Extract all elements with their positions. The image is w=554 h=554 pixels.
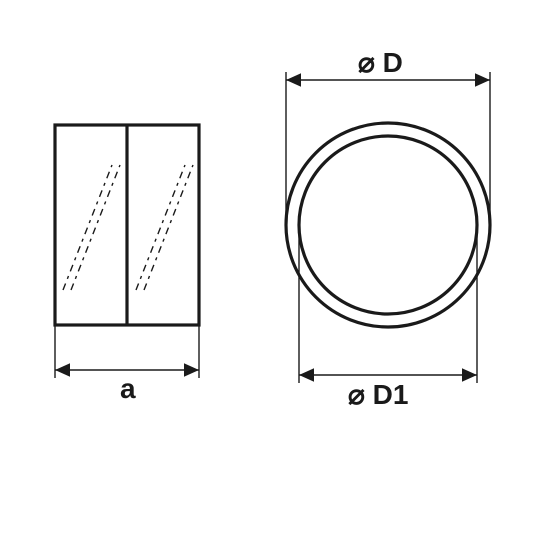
tech-drawing: { "figure":{ "type":"diagram", "stroke_c… <box>0 0 554 554</box>
dim-label-D1: ⌀ D1 <box>348 379 408 410</box>
dim-label-a: a <box>120 373 136 404</box>
dim-label-D: ⌀ D <box>358 47 403 78</box>
drawing-svg: a ⌀ D ⌀ D1 <box>0 0 554 554</box>
